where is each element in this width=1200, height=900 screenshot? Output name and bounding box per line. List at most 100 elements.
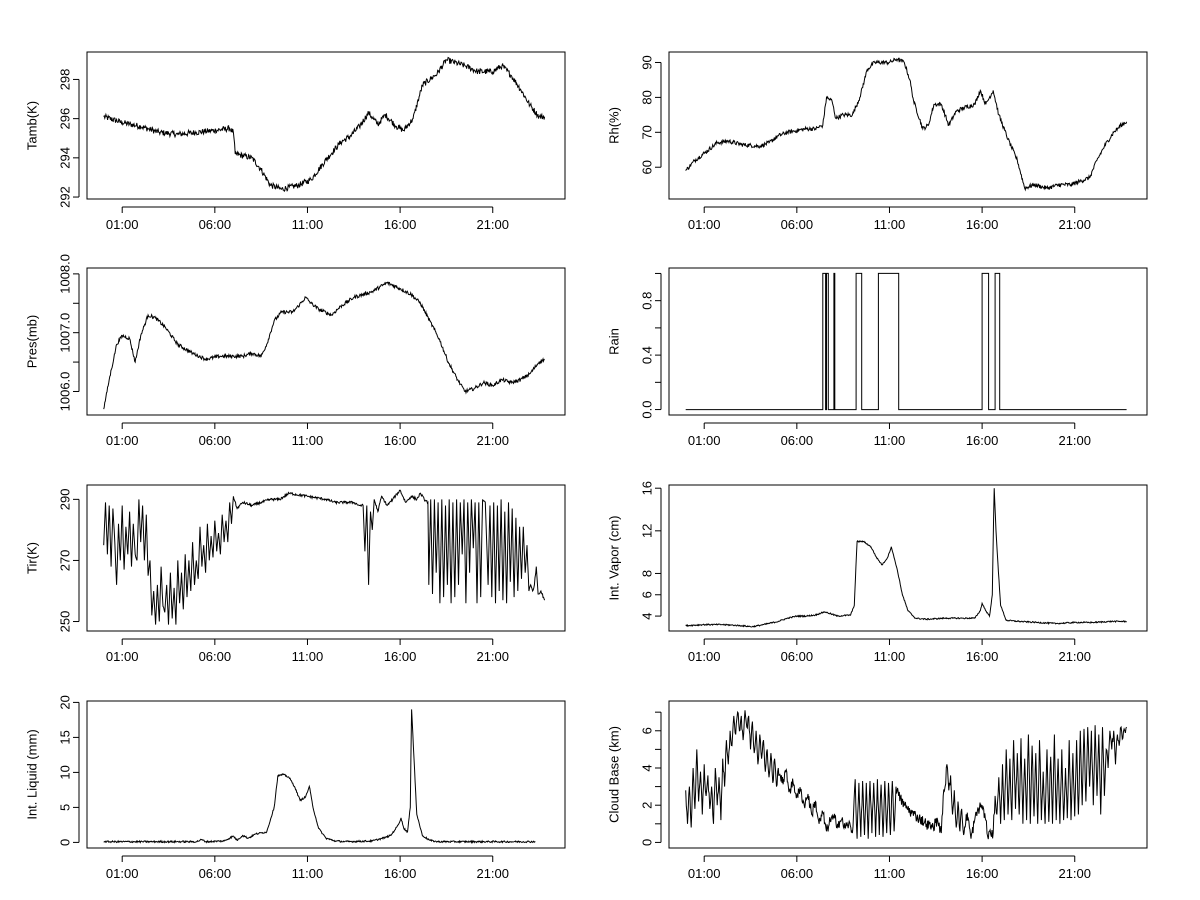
plot-frame (668, 267, 1148, 416)
y-tick-label: 4 (639, 612, 654, 619)
series-line (103, 281, 545, 410)
y-tick-label: 8 (639, 570, 654, 577)
y-tick-label: 292 (57, 186, 72, 208)
x-tick-label: 21:00 (476, 433, 509, 448)
y-tick-label: 4 (639, 764, 654, 771)
series-line (103, 709, 536, 844)
y-tick-label: 296 (57, 108, 72, 130)
panel-1: 01:00 06:00 11:00 16:00 21:00 292 294 296 298 Tam… (24, 51, 566, 232)
x-tick-label: 06:00 (199, 433, 232, 448)
panel-2: 01:00 06:00 11:00 16:00 21:00 60 70 80 90 Rh(%) (606, 51, 1148, 232)
x-tick-label: 16:00 (384, 433, 417, 448)
plot-frame (668, 484, 1148, 632)
y-tick-label: 6 (639, 591, 654, 598)
y-tick-label: 1006.0 (57, 372, 72, 412)
x-tick-label: 11:00 (874, 649, 906, 664)
plot-frame (86, 267, 566, 416)
series-line (103, 489, 546, 625)
y-tick-label: 0 (639, 839, 654, 846)
x-tick-label: 21:00 (1058, 217, 1091, 232)
x-tick-label: 16:00 (384, 866, 417, 881)
y-axis-title: Rh(%) (606, 107, 621, 144)
x-tick-label: 21:00 (476, 217, 509, 232)
x-tick-label: 01:00 (688, 217, 721, 232)
y-tick-label: 1008.0 (57, 254, 72, 294)
panel-7: 01:00 06:00 11:00 16:00 21:00 0 5 10 15 20 Int. Li… (24, 695, 566, 881)
series-line (685, 57, 1128, 192)
y-axis-title: Int. Vapor (cm) (606, 515, 621, 600)
y-tick-label: 1007.0 (57, 313, 72, 353)
x-tick-label: 06:00 (781, 649, 814, 664)
panel-8: 01:00 06:00 11:00 16:00 21:00 0 2 4 6 Cloud Base … (606, 700, 1148, 881)
series-line (685, 710, 1128, 840)
x-tick-label: 01:00 (106, 866, 139, 881)
y-axis-title: Cloud Base (km) (606, 726, 621, 823)
x-tick-label: 01:00 (688, 649, 721, 664)
x-tick-label: 21:00 (476, 866, 509, 881)
y-tick-label: 12 (639, 524, 654, 538)
y-tick-label: 80 (639, 90, 654, 104)
y-tick-label: 10 (57, 765, 72, 779)
y-axis-title: Int. Liquid (mm) (24, 729, 39, 819)
series-line (103, 56, 546, 193)
y-axis-title: Tamb(K) (24, 101, 39, 150)
panel-5: 01:00 06:00 11:00 16:00 21:00 250 270 290 Tir(K) (24, 484, 566, 664)
x-tick-label: 01:00 (106, 433, 139, 448)
y-tick-label: 15 (57, 730, 72, 744)
series-line (685, 272, 1127, 411)
x-tick-label: 16:00 (384, 649, 417, 664)
y-axis-title: Tir(K) (24, 542, 39, 574)
x-tick-label: 06:00 (781, 433, 814, 448)
plot-frame (86, 51, 566, 200)
y-tick-label: 270 (57, 550, 72, 572)
x-tick-label: 16:00 (384, 217, 417, 232)
y-tick-label: 6 (639, 727, 654, 734)
y-tick-label: 90 (639, 55, 654, 69)
x-tick-label: 21:00 (1058, 649, 1091, 664)
y-tick-label: 20 (57, 695, 72, 709)
y-tick-label: 0 (57, 839, 72, 846)
x-tick-label: 16:00 (966, 866, 999, 881)
y-tick-label: 60 (639, 160, 654, 174)
x-tick-label: 16:00 (966, 433, 999, 448)
y-tick-label: 2 (639, 802, 654, 809)
y-tick-label: 250 (57, 611, 72, 633)
x-tick-label: 06:00 (781, 217, 814, 232)
y-tick-label: 290 (57, 489, 72, 511)
x-tick-label: 11:00 (292, 866, 324, 881)
plot-frame (668, 700, 1148, 849)
x-tick-label: 16:00 (966, 649, 999, 664)
plot-frame (86, 484, 566, 632)
x-tick-label: 06:00 (781, 866, 814, 881)
y-tick-label: 294 (57, 147, 72, 169)
x-tick-label: 01:00 (688, 433, 721, 448)
x-tick-label: 01:00 (106, 649, 139, 664)
x-tick-label: 16:00 (966, 217, 999, 232)
y-tick-label: 70 (639, 125, 654, 139)
x-tick-label: 21:00 (476, 649, 509, 664)
panel-6: 01:00 06:00 11:00 16:00 21:00 4 6 8 12 16 Int. Vap… (606, 481, 1148, 664)
x-tick-label: 11:00 (292, 217, 324, 232)
plot-frame (668, 51, 1148, 200)
x-tick-label: 21:00 (1058, 866, 1091, 881)
x-tick-label: 11:00 (292, 433, 324, 448)
y-tick-label: 0.0 (639, 401, 654, 419)
y-tick-label: 0.8 (639, 292, 654, 310)
x-tick-label: 11:00 (874, 866, 906, 881)
series-line (685, 488, 1127, 628)
x-tick-label: 06:00 (199, 866, 232, 881)
x-tick-label: 21:00 (1058, 433, 1091, 448)
panel-3: 01:00 06:00 11:00 16:00 21:00 1006.0 1007.0 100… (24, 254, 566, 448)
x-tick-label: 11:00 (874, 217, 906, 232)
y-tick-label: 16 (639, 481, 654, 495)
y-tick-label: 298 (57, 69, 72, 91)
x-tick-label: 01:00 (688, 866, 721, 881)
y-axis-title: Pres(mb) (24, 315, 39, 368)
panel-4: 01:00 06:00 11:00 16:00 21:00 0.0 0.4 0.8 Rain (606, 267, 1148, 448)
y-axis-title: Rain (606, 328, 621, 355)
x-tick-label: 11:00 (874, 433, 906, 448)
x-tick-label: 06:00 (199, 649, 232, 664)
y-tick-label: 0.4 (639, 346, 654, 364)
x-tick-label: 11:00 (292, 649, 324, 664)
